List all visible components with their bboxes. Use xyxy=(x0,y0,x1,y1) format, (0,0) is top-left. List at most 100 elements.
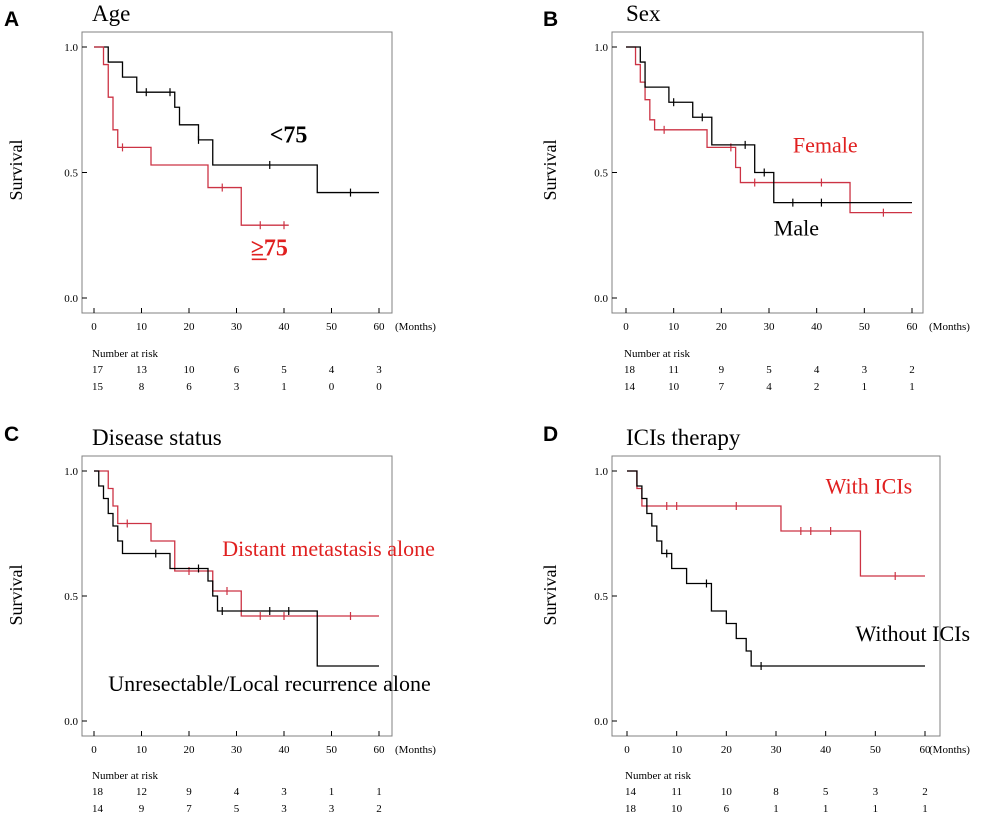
risk-count: 4 xyxy=(766,381,772,393)
risk-count: 9 xyxy=(186,786,192,798)
x-tick-label: 30 xyxy=(231,744,243,756)
risk-count: 4 xyxy=(234,786,240,798)
x-tick-label: 40 xyxy=(279,744,291,756)
x-axis-unit: (Months) xyxy=(929,744,970,756)
risk-count: 10 xyxy=(721,786,733,798)
x-axis-unit: (Months) xyxy=(395,321,436,333)
risk-count: 1 xyxy=(773,803,779,815)
x-tick-label: 20 xyxy=(184,744,196,756)
risk-header: Number at risk xyxy=(625,770,691,782)
risk-count: 3 xyxy=(873,786,879,798)
risk-count: 3 xyxy=(376,364,382,376)
x-tick-label: 60 xyxy=(374,321,386,333)
y-tick-label: 0.5 xyxy=(594,168,608,180)
x-tick-label: 40 xyxy=(279,321,291,333)
series-black: Without ICIs xyxy=(627,470,970,670)
x-tick-label: 50 xyxy=(870,744,882,756)
y-tick-label: 0.0 xyxy=(64,716,78,728)
risk-count: 7 xyxy=(719,381,725,393)
panel-letter: D xyxy=(543,423,558,446)
y-tick-label: 1.0 xyxy=(64,466,78,478)
risk-count: 12 xyxy=(136,786,147,798)
risk-count: 3 xyxy=(234,381,240,393)
risk-count: 1 xyxy=(862,381,868,393)
curve-label: With ICIs xyxy=(826,474,913,499)
risk-count: 17 xyxy=(92,364,104,376)
x-tick-label: 0 xyxy=(91,744,97,756)
x-tick-label: 60 xyxy=(907,321,919,333)
risk-header: Number at risk xyxy=(624,348,690,360)
survival-curve xyxy=(94,46,379,194)
survival-curve xyxy=(627,470,925,667)
y-tick-label: 0.0 xyxy=(594,293,608,305)
risk-count: 3 xyxy=(281,803,287,815)
curve-label: Distant metastasis alone xyxy=(222,536,435,561)
risk-count: 1 xyxy=(873,803,879,815)
risk-count: 8 xyxy=(139,381,145,393)
series-red: ≥75 xyxy=(94,46,289,261)
plot-frame xyxy=(81,31,393,314)
risk-count: 14 xyxy=(624,381,636,393)
y-axis-label: Survival xyxy=(6,140,26,201)
panel-letter: B xyxy=(543,8,558,31)
risk-count: 18 xyxy=(625,803,637,815)
panel-title: Disease status xyxy=(92,425,222,450)
risk-count: 2 xyxy=(376,803,382,815)
series-red: Female xyxy=(626,46,912,217)
y-tick-label: 0.0 xyxy=(64,293,78,305)
risk-count: 9 xyxy=(719,364,725,376)
x-tick-label: 60 xyxy=(374,744,386,756)
x-tick-label: 10 xyxy=(671,744,683,756)
y-tick-label: 0.5 xyxy=(64,168,78,180)
y-tick-label: 1.0 xyxy=(594,466,608,478)
x-tick-label: 40 xyxy=(811,321,823,333)
risk-count: 1 xyxy=(329,786,335,798)
risk-count: 2 xyxy=(922,786,928,798)
risk-count: 1 xyxy=(376,786,382,798)
panel-title: ICIs therapy xyxy=(626,425,741,450)
risk-count: 4 xyxy=(814,364,820,376)
risk-count: 0 xyxy=(329,381,335,393)
risk-count: 3 xyxy=(329,803,335,815)
curve-label: Unresectable/Local recurrence alone xyxy=(108,671,430,696)
panel-b: B Sex Survival 0.0 0.5 1.0 0 10 20 30 40 50 60 (Month… xyxy=(540,1,970,393)
x-tick-label: 40 xyxy=(820,744,832,756)
panel-letter: A xyxy=(4,8,19,31)
x-axis-unit: (Months) xyxy=(395,744,436,756)
x-tick-label: 20 xyxy=(721,744,733,756)
risk-count: 6 xyxy=(724,803,730,815)
x-tick-label: 50 xyxy=(326,321,338,333)
risk-count: 6 xyxy=(234,364,240,376)
y-tick-label: 1.0 xyxy=(64,42,78,54)
risk-count: 4 xyxy=(329,364,335,376)
survival-curve xyxy=(94,46,289,226)
risk-count: 2 xyxy=(814,381,820,393)
curve-label: ≥75 xyxy=(251,235,288,261)
y-axis-label: Survival xyxy=(540,140,560,201)
curve-label: Without ICIs xyxy=(855,621,970,646)
x-tick-label: 10 xyxy=(668,321,680,333)
risk-count: 10 xyxy=(671,803,683,815)
risk-count: 11 xyxy=(668,364,679,376)
risk-count: 10 xyxy=(668,381,680,393)
risk-count: 1 xyxy=(281,381,287,393)
panel-title: Sex xyxy=(626,1,661,26)
series-black: Unresectable/Local recurrence alone xyxy=(94,470,431,696)
panel-d: D ICIs therapy Survival 0.0 0.5 1.0 0 10 20 30 40 5… xyxy=(540,423,970,815)
x-tick-label: 30 xyxy=(231,321,243,333)
x-tick-label: 10 xyxy=(136,744,148,756)
series-red: With ICIs xyxy=(627,470,925,580)
risk-count: 3 xyxy=(862,364,868,376)
risk-count: 10 xyxy=(184,364,196,376)
y-tick-label: 0.5 xyxy=(594,591,608,603)
series-red: Distant metastasis alone xyxy=(94,470,435,620)
x-tick-label: 60 xyxy=(920,744,932,756)
x-tick-label: 0 xyxy=(624,744,630,756)
x-tick-label: 30 xyxy=(764,321,776,333)
survival-curve xyxy=(94,470,379,667)
x-tick-label: 0 xyxy=(91,321,97,333)
x-tick-label: 20 xyxy=(716,321,728,333)
x-tick-label: 0 xyxy=(623,321,629,333)
